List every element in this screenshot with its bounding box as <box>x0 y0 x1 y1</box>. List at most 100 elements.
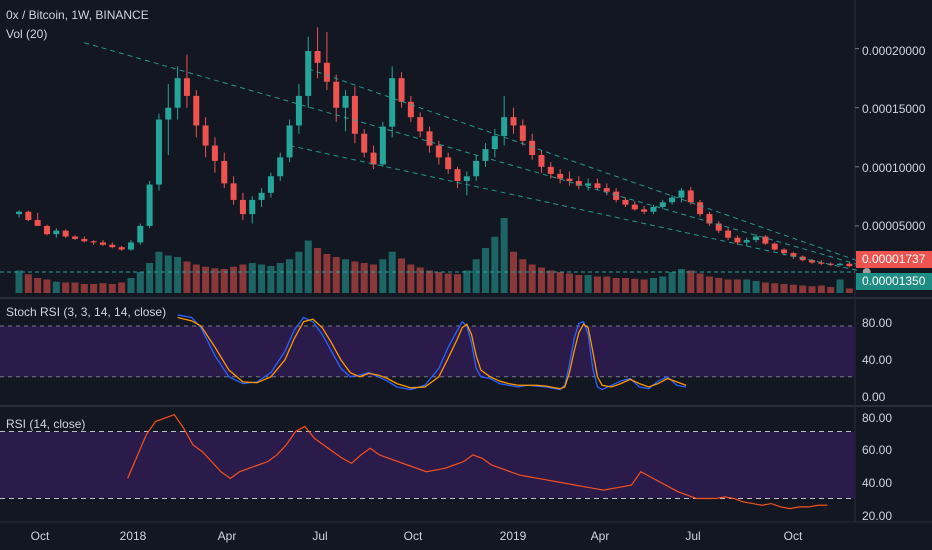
candle-body <box>25 211 32 220</box>
volume-bar <box>379 259 387 293</box>
candle-body <box>249 199 256 215</box>
candle-body <box>529 140 536 155</box>
volume-bar <box>845 288 853 293</box>
volume-bar <box>500 218 508 293</box>
volume-bar <box>183 261 191 293</box>
candle-body <box>827 263 834 265</box>
volume-bar <box>62 282 70 293</box>
candle-body <box>137 225 144 243</box>
candle-body <box>491 136 498 150</box>
volume-bar <box>668 272 676 293</box>
volume-bar <box>118 282 126 293</box>
price-tick: 0.00005000 <box>862 219 926 233</box>
volume-bar <box>370 264 378 293</box>
candle-body <box>333 81 340 108</box>
stoch-band <box>0 325 855 377</box>
candle-body <box>547 166 554 174</box>
candle-body <box>837 263 844 265</box>
candle-body <box>678 190 685 198</box>
volume-bar <box>136 272 144 293</box>
volume-bar <box>696 273 704 293</box>
volume-bar <box>164 255 172 293</box>
volume-bar <box>444 273 452 293</box>
volume-bar <box>817 285 825 293</box>
volume-bar <box>659 276 667 293</box>
candle-body <box>818 262 825 264</box>
candle-body <box>211 145 218 161</box>
candle-body <box>230 183 237 200</box>
volume-bar <box>519 259 527 293</box>
price-tick: 0.00020000 <box>862 44 926 58</box>
candle-body <box>118 247 125 250</box>
candle-body <box>781 249 788 254</box>
candle-body <box>305 51 312 96</box>
candle-body <box>435 145 442 158</box>
candle-body <box>99 242 106 245</box>
candle-body <box>342 95 349 108</box>
rsi-label: RSI (14, close) <box>6 417 86 431</box>
trendline <box>84 42 860 266</box>
candle-body <box>715 223 722 231</box>
volume-bar <box>705 276 713 293</box>
volume-bar <box>407 264 415 293</box>
candle-body <box>193 95 200 126</box>
candle-body <box>669 197 676 203</box>
candle-body <box>165 107 172 120</box>
candle-body <box>743 240 750 243</box>
volume-bar <box>733 279 741 293</box>
candle-body <box>34 220 41 226</box>
candle-body <box>286 125 293 158</box>
volume-bar <box>248 263 256 293</box>
volume-bar <box>211 268 219 293</box>
candle-body <box>519 125 526 141</box>
time-tick: Oct <box>783 529 803 543</box>
rsi-line <box>127 413 828 510</box>
rsi-tick: 40.00 <box>862 476 893 490</box>
candle-body <box>463 176 470 181</box>
volume-bar <box>715 278 723 293</box>
candle-body <box>585 183 592 186</box>
volume-bar <box>677 269 685 293</box>
candle-body <box>174 78 181 108</box>
volume-bar <box>612 278 620 293</box>
candle-body <box>127 242 134 250</box>
volume-bar <box>593 276 601 293</box>
volume-bar <box>621 278 629 293</box>
candle-body <box>202 125 209 146</box>
time-tick: Oct <box>30 529 50 543</box>
candle-body <box>295 95 302 126</box>
volume-bar <box>649 278 657 293</box>
volume-bar <box>174 257 182 293</box>
candle-body <box>146 184 153 226</box>
volume-bar <box>127 278 135 293</box>
volume-bar <box>258 264 266 293</box>
candle-body <box>594 183 601 189</box>
volume-bar <box>603 276 611 293</box>
price-tick: 0.00010000 <box>862 161 926 175</box>
volume-bar <box>295 251 303 293</box>
candle-body <box>62 230 69 237</box>
candle-body <box>239 199 246 215</box>
volume-bar <box>687 270 695 293</box>
rsi-band <box>0 431 855 499</box>
candle-body <box>659 202 666 207</box>
candle-body <box>53 230 60 235</box>
candle-body <box>43 225 50 235</box>
volume-bar <box>631 278 639 293</box>
volume-bar <box>192 264 200 293</box>
candle-body <box>762 236 769 244</box>
candle-body <box>407 101 414 118</box>
candle-body <box>267 176 274 193</box>
candle-body <box>510 117 517 126</box>
volume-bar <box>155 251 163 293</box>
candle-body <box>81 238 88 242</box>
volume-bar <box>780 284 788 293</box>
candle-body <box>258 192 265 200</box>
candle-body <box>221 160 228 184</box>
volume-bar <box>239 264 247 293</box>
volume-bar <box>360 263 368 293</box>
volume-bar <box>575 275 583 293</box>
candle-body <box>641 209 648 212</box>
time-tick: Jul <box>685 529 701 543</box>
